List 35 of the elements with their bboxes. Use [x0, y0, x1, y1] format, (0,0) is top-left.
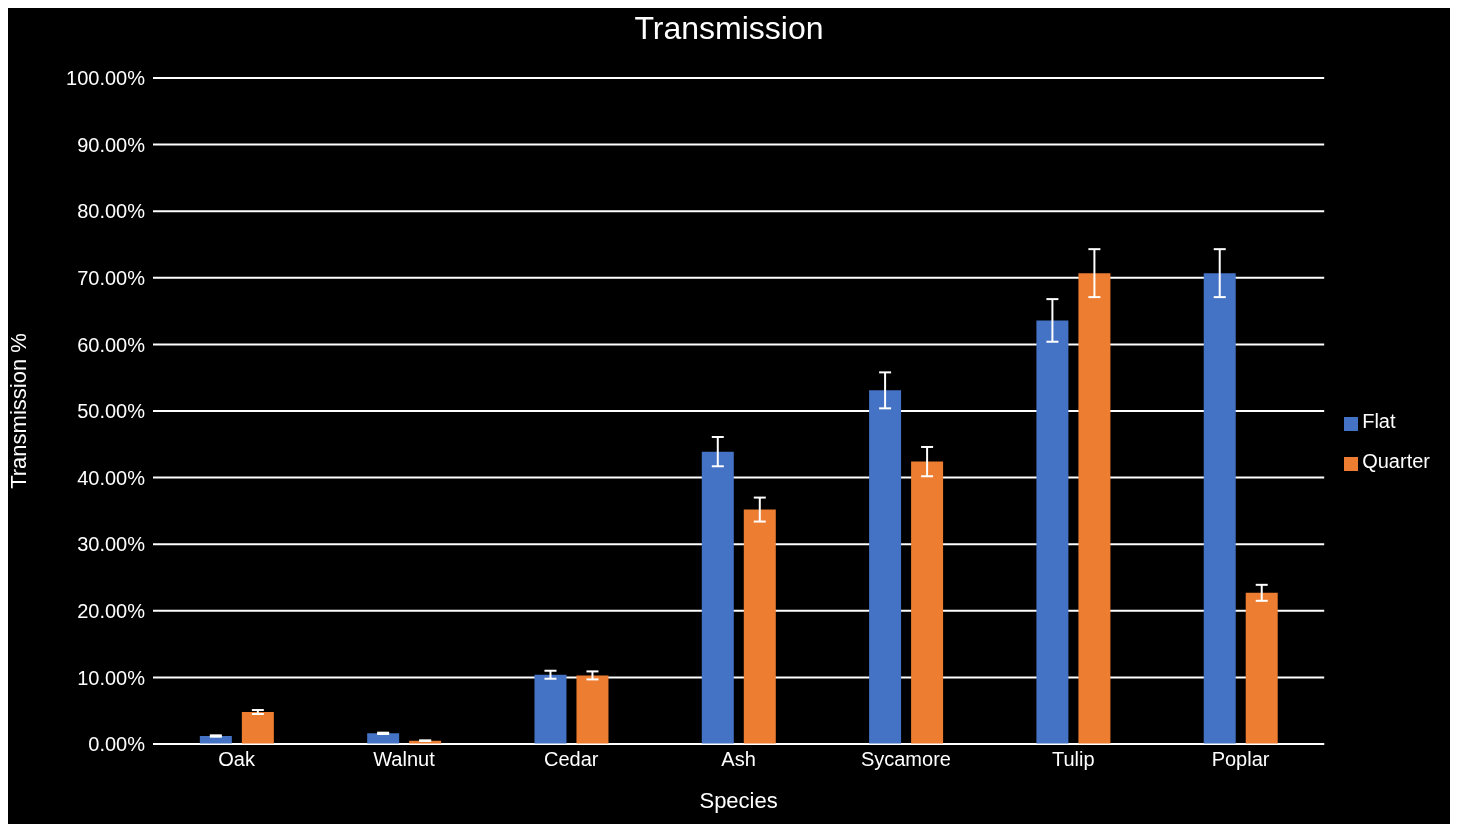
x-tick-label: Walnut	[373, 748, 436, 771]
bar	[1203, 273, 1236, 744]
bar	[743, 509, 776, 744]
y-tick-label: 60.00%	[77, 333, 146, 356]
y-tick-label: 40.00%	[77, 466, 146, 489]
bar	[911, 461, 944, 744]
x-tick-label: Poplar	[1211, 748, 1270, 771]
y-tick-label: 50.00%	[77, 400, 146, 423]
x-tick-label: Ash	[721, 748, 756, 771]
y-tick-label: 10.00%	[77, 666, 146, 689]
x-tick-label: Cedar	[544, 748, 599, 771]
bar	[1245, 592, 1278, 744]
y-tick-label: 70.00%	[77, 266, 146, 289]
x-tick-label: Oak	[218, 748, 256, 771]
chart-title: Transmission	[633, 9, 825, 48]
y-tick-label: 80.00%	[77, 200, 146, 223]
x-tick-label: Tulip	[1051, 748, 1095, 771]
y-tick-label: 30.00%	[77, 533, 146, 556]
y-axis-title: Transmission %	[5, 333, 31, 489]
x-axis-title: Species	[699, 788, 778, 813]
x-tick-label: Sycamore	[860, 748, 951, 771]
bar	[869, 390, 902, 744]
bar	[367, 733, 400, 744]
bar	[701, 451, 734, 744]
bar	[576, 675, 609, 744]
bar	[1036, 320, 1069, 744]
y-tick-label: 20.00%	[77, 599, 146, 622]
y-tick-label: 0.00%	[88, 733, 146, 756]
y-tick-label: 90.00%	[77, 133, 146, 156]
y-tick-label: 100.00%	[66, 67, 146, 90]
bar	[534, 674, 567, 744]
legend-label: Flat	[1362, 410, 1396, 432]
bar	[241, 712, 274, 744]
bar	[1078, 273, 1111, 744]
legend-label: Quarter	[1362, 450, 1430, 472]
